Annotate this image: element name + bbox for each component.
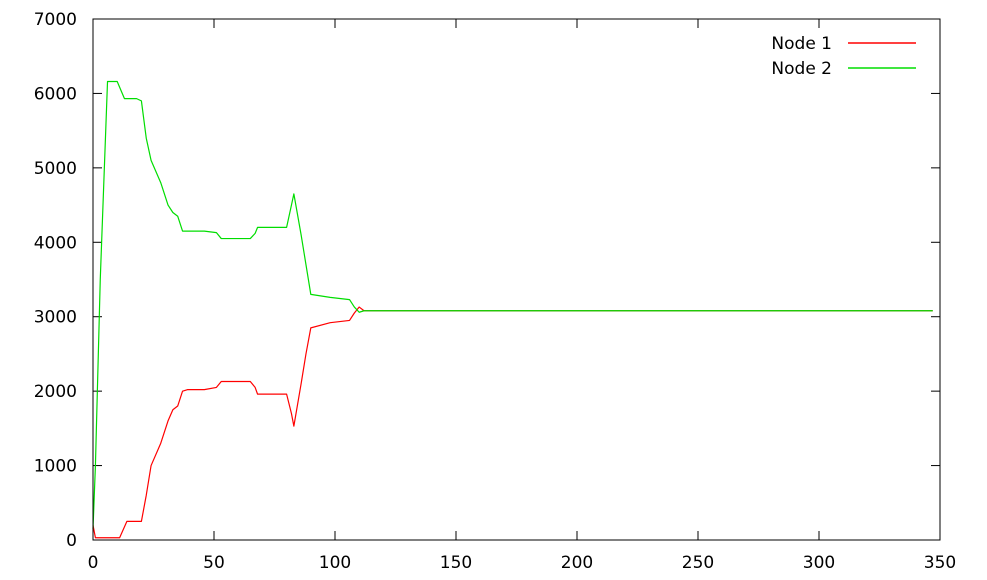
- y-tick-label: 3000: [34, 308, 77, 328]
- legend: Node 1 Node 2: [771, 34, 916, 79]
- x-tick-label: 50: [203, 553, 225, 573]
- x-tick-label: 100: [319, 553, 351, 573]
- x-tick-label: 200: [561, 553, 593, 573]
- x-tick-label: 0: [88, 553, 99, 573]
- y-tick-label: 7000: [34, 10, 77, 30]
- y-tick-label: 4000: [34, 233, 77, 253]
- axis-ticks: [93, 19, 940, 540]
- plot-frame: [92, 18, 941, 541]
- series-layer: [92, 80, 933, 539]
- legend-label-node-1: Node 1: [771, 34, 832, 54]
- x-tick-label: 350: [924, 553, 956, 573]
- y-tick-label: 6000: [34, 84, 77, 104]
- x-tick-label: 150: [440, 553, 472, 573]
- y-tick-label: 5000: [34, 159, 77, 179]
- y-tick-label: 1000: [34, 457, 77, 477]
- x-tick-label: 250: [682, 553, 714, 573]
- y-tick-label: 2000: [34, 382, 77, 402]
- y-tick-label: 0: [66, 531, 77, 551]
- legend-label-node-2: Node 2: [771, 59, 832, 79]
- y-axis-tick-labels: 0 1000 2000 3000 4000 5000 6000 7000: [34, 10, 77, 551]
- series-line-node-2: [92, 80, 933, 529]
- series-line-node-1: [92, 306, 933, 539]
- x-axis-tick-labels: 0 50 100 150 200 250 300 350: [88, 553, 957, 573]
- x-tick-label: 300: [803, 553, 835, 573]
